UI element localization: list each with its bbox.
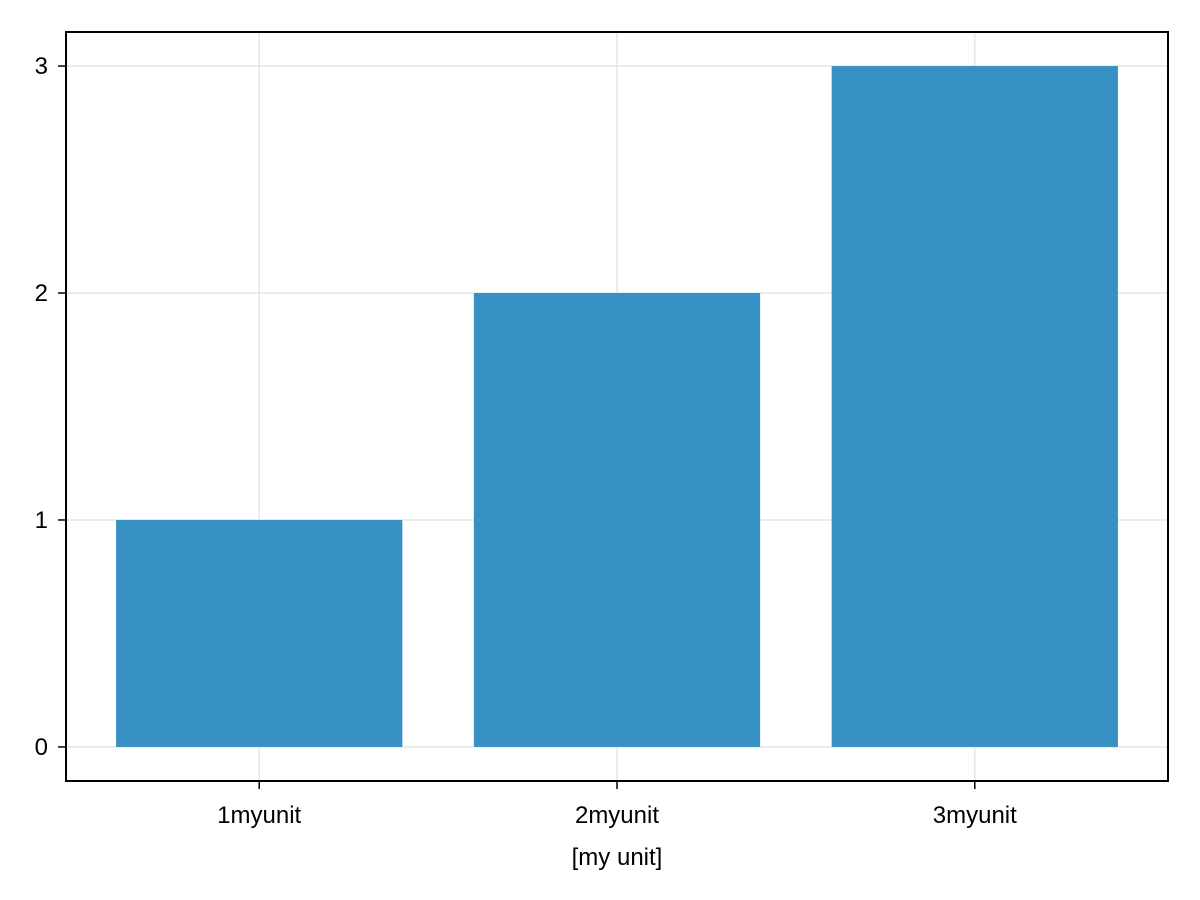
x-tick-label: 1myunit bbox=[217, 802, 301, 829]
x-tick-label: 2myunit bbox=[575, 802, 659, 829]
bar-2myunit bbox=[473, 293, 761, 747]
bars bbox=[116, 66, 1118, 747]
bar-1myunit bbox=[116, 519, 403, 747]
y-tick-label: 0 bbox=[35, 734, 48, 761]
x-tick-label: 3myunit bbox=[933, 802, 1017, 829]
x-axis-label: [my unit] bbox=[572, 844, 663, 871]
axis-ticks bbox=[58, 65, 976, 789]
y-tick-label: 2 bbox=[35, 280, 48, 307]
bar-3myunit bbox=[831, 66, 1118, 747]
y-tick-label: 3 bbox=[35, 53, 48, 80]
y-tick-label: 1 bbox=[35, 507, 48, 534]
tick-labels: 0 1 2 3 1myunit 2myunit 3myunit bbox=[35, 53, 1017, 829]
